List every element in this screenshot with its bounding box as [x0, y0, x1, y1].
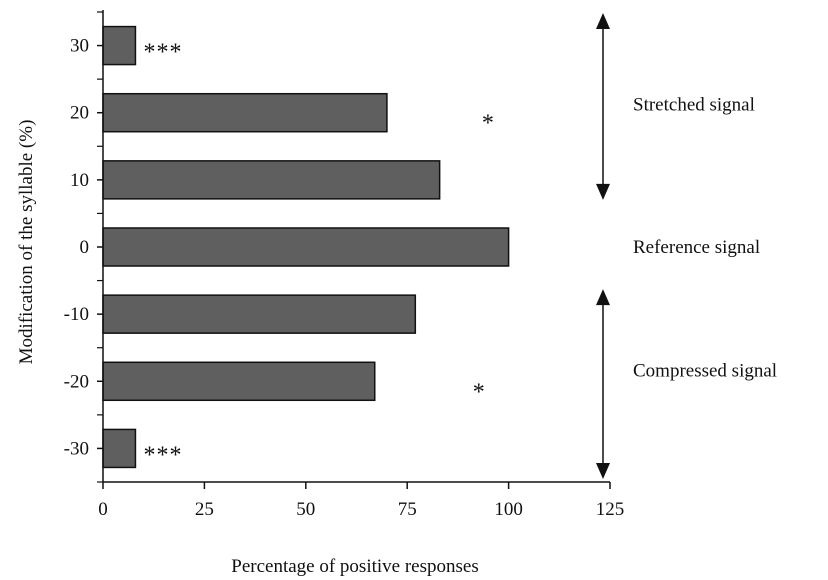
x-tick-label-125: 125 [596, 499, 625, 520]
arrow-head-up-compressed-signal [596, 289, 610, 306]
bar--10 [102, 294, 417, 334]
bars [102, 25, 510, 469]
bar-0 [102, 227, 510, 267]
x-tick-label-75: 75 [398, 499, 417, 520]
bar-30 [102, 25, 137, 66]
bar--20 [102, 361, 376, 402]
y-tick-label--30: -30 [64, 438, 89, 459]
y-tick-label--20: -20 [64, 371, 89, 392]
group-label-stretched-signal: Stretched signal [633, 95, 755, 116]
significance--30: *** [143, 442, 182, 468]
arrow-head-up-stretched-signal [596, 13, 610, 29]
x-axis-label: Percentage of positive responses [231, 556, 478, 577]
bar-20 [102, 92, 388, 133]
x-tick-label-100: 100 [494, 499, 523, 520]
y-tick-label-10: 10 [70, 170, 89, 191]
x-tick-label-50: 50 [296, 499, 315, 520]
y-tick-label-0: 0 [80, 237, 90, 258]
group-label-compressed-signal: Compressed signal [633, 360, 777, 381]
bar-10 [102, 160, 441, 200]
arrow-head-down-stretched-signal [596, 183, 610, 200]
significance-20: * [482, 111, 495, 137]
y-tick-label--10: -10 [64, 304, 89, 325]
significance-markers: ******** [143, 40, 495, 469]
significance-30: *** [143, 40, 182, 66]
group-label-reference-signal: Reference signal [633, 237, 760, 258]
significance--20: * [473, 379, 486, 405]
y-tick-label-30: 30 [70, 36, 89, 57]
arrow-head-down-compressed-signal [596, 463, 610, 479]
bar--30 [102, 428, 137, 469]
y-tick-label-20: 20 [70, 103, 89, 124]
axes [97, 10, 611, 489]
signal-groups: Stretched signal Reference signal Compress… [596, 13, 777, 479]
x-tick-label-0: 0 [98, 499, 108, 520]
y-axis-label: Modification of the syllable (%) [16, 120, 37, 365]
x-tick-label-25: 25 [195, 499, 214, 520]
